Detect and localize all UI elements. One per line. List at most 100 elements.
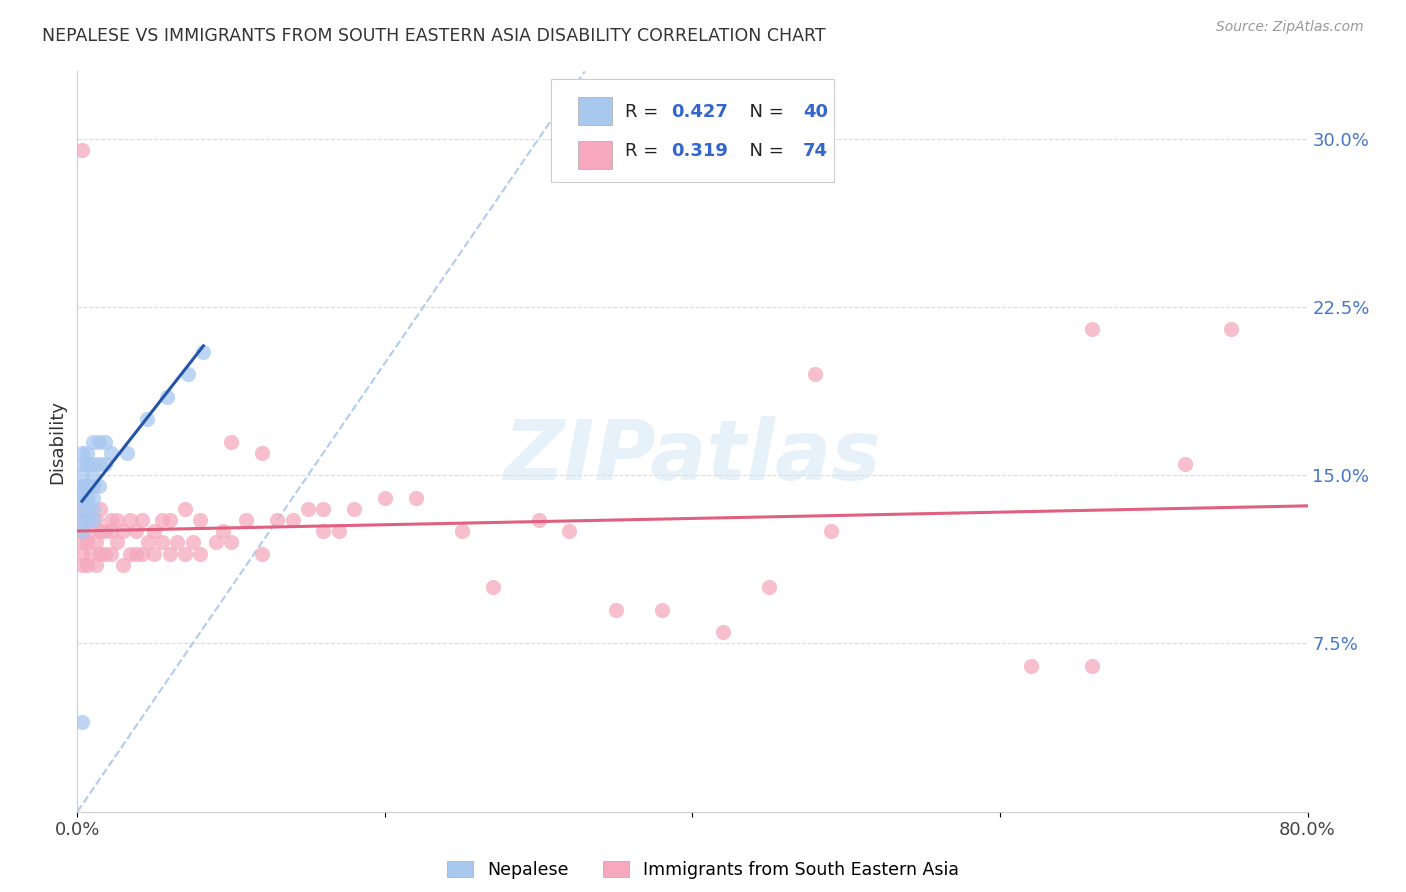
- Point: [70, 558, 93, 572]
- Point: [100, 446, 122, 460]
- Point: [143, 547, 166, 561]
- Point: [82, 468, 104, 483]
- Point: [89, 501, 111, 516]
- Point: [94, 434, 117, 449]
- Point: [118, 547, 141, 561]
- Point: [281, 513, 304, 527]
- Point: [94, 457, 117, 471]
- Point: [115, 446, 138, 460]
- Point: [125, 547, 148, 561]
- Point: [89, 547, 111, 561]
- Point: [527, 513, 550, 527]
- Point: [250, 547, 273, 561]
- Point: [70, 547, 93, 561]
- Point: [1081, 322, 1104, 336]
- Point: [312, 501, 335, 516]
- Text: R =: R =: [624, 103, 664, 121]
- Text: 0.319: 0.319: [672, 142, 728, 160]
- Point: [82, 501, 104, 516]
- Point: [112, 524, 135, 539]
- Point: [82, 479, 104, 493]
- Point: [250, 446, 273, 460]
- Point: [89, 524, 111, 539]
- Point: [166, 535, 188, 549]
- Point: [481, 580, 503, 594]
- Point: [711, 625, 734, 640]
- Text: 74: 74: [803, 142, 828, 160]
- Point: [135, 412, 157, 426]
- Point: [70, 457, 93, 471]
- Point: [105, 535, 128, 549]
- Point: [219, 535, 242, 549]
- Point: [131, 513, 153, 527]
- Point: [94, 547, 117, 561]
- Point: [405, 491, 427, 505]
- Point: [1081, 659, 1104, 673]
- Point: [343, 501, 366, 516]
- Point: [100, 524, 122, 539]
- Point: [80, 524, 103, 539]
- Point: [159, 513, 181, 527]
- Point: [70, 714, 93, 729]
- Point: [76, 535, 98, 549]
- Point: [188, 547, 212, 561]
- Point: [70, 535, 93, 549]
- Point: [70, 479, 93, 493]
- Point: [312, 524, 335, 539]
- Point: [82, 434, 104, 449]
- Point: [136, 535, 159, 549]
- Point: [174, 547, 197, 561]
- Point: [150, 535, 173, 549]
- Point: [297, 501, 319, 516]
- Point: [374, 491, 396, 505]
- Point: [70, 501, 93, 516]
- Point: [70, 513, 93, 527]
- Point: [188, 513, 212, 527]
- Legend: Nepalese, Immigrants from South Eastern Asia: Nepalese, Immigrants from South Eastern …: [447, 861, 959, 879]
- Point: [70, 479, 93, 493]
- Point: [118, 513, 141, 527]
- Point: [219, 434, 242, 449]
- Text: 40: 40: [803, 103, 828, 121]
- Point: [87, 457, 110, 471]
- Point: [174, 501, 197, 516]
- Point: [328, 524, 350, 539]
- Point: [125, 524, 148, 539]
- Y-axis label: Disability: Disability: [48, 400, 66, 483]
- Text: NEPALESE VS IMMIGRANTS FROM SOUTH EASTERN ASIA DISABILITY CORRELATION CHART: NEPALESE VS IMMIGRANTS FROM SOUTH EASTER…: [42, 27, 825, 45]
- Text: 0.427: 0.427: [672, 103, 728, 121]
- Point: [70, 491, 93, 505]
- Point: [76, 513, 98, 527]
- Point: [131, 547, 153, 561]
- Point: [193, 344, 215, 359]
- Point: [1019, 659, 1042, 673]
- Text: ZIPatlas: ZIPatlas: [503, 416, 882, 497]
- Point: [87, 434, 110, 449]
- Point: [70, 513, 93, 527]
- Point: [70, 468, 93, 483]
- Point: [82, 513, 104, 527]
- Text: R =: R =: [624, 142, 664, 160]
- Text: N =: N =: [738, 142, 790, 160]
- Point: [70, 491, 93, 505]
- Point: [84, 513, 107, 527]
- Point: [105, 513, 128, 527]
- Text: N =: N =: [738, 103, 790, 121]
- Point: [84, 535, 107, 549]
- Point: [76, 501, 98, 516]
- FancyBboxPatch shape: [578, 141, 613, 169]
- Point: [150, 513, 173, 527]
- Point: [76, 479, 98, 493]
- Point: [112, 558, 135, 572]
- Point: [100, 513, 122, 527]
- Point: [82, 491, 104, 505]
- Point: [1219, 322, 1241, 336]
- Point: [450, 524, 472, 539]
- FancyBboxPatch shape: [578, 97, 613, 125]
- Point: [758, 580, 780, 594]
- Text: Source: ZipAtlas.com: Source: ZipAtlas.com: [1216, 20, 1364, 34]
- Point: [204, 535, 226, 549]
- Point: [70, 524, 93, 539]
- Point: [70, 143, 93, 157]
- Point: [605, 603, 627, 617]
